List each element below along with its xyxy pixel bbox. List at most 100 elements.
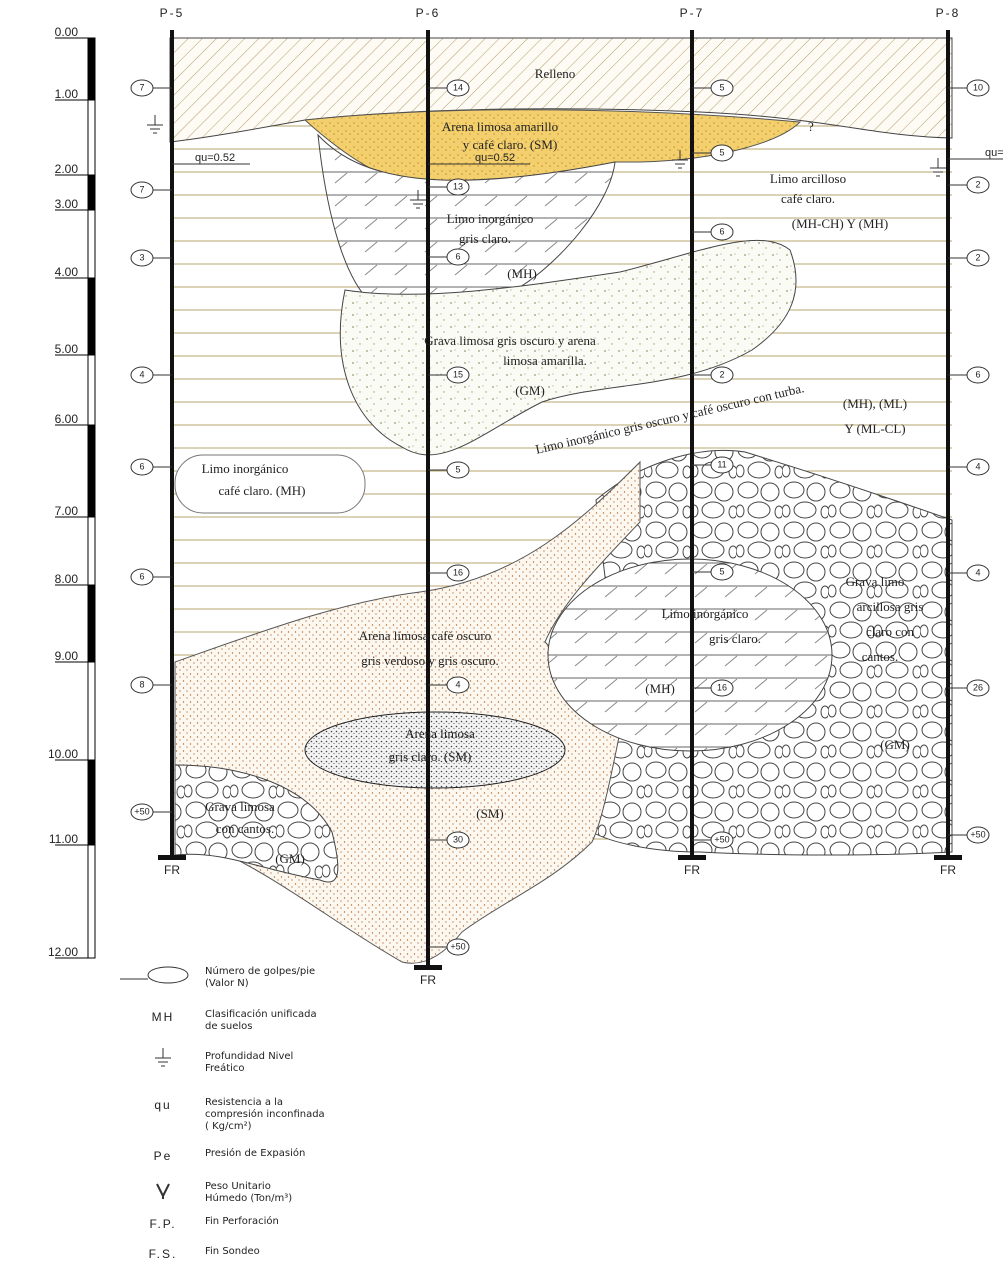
layer-label: (MH-CH) Y (MH) <box>792 216 889 231</box>
limo-cafe <box>174 454 366 514</box>
layer-label: (GM) <box>515 383 545 398</box>
scale-segment <box>88 425 95 517</box>
n-value: 3 <box>139 252 144 262</box>
grava-limosa <box>339 239 797 456</box>
borehole-label: P-5 <box>160 6 185 20</box>
scale-segment <box>88 760 95 845</box>
layer-label: arcillosa gris <box>857 599 924 614</box>
layer-label: Limo inorgánico <box>447 211 534 226</box>
layer-label: gris claro. (SM) <box>389 749 472 764</box>
n-value: 5 <box>455 464 460 474</box>
legend-symbol: Pe <box>154 1149 173 1163</box>
borehole-label: P-6 <box>416 6 441 20</box>
n-value: 8 <box>139 679 144 689</box>
legend-text: compresión inconfinada <box>205 1108 325 1120</box>
legend: Número de golpes/pie(Valor N) MH Clasifica… <box>120 965 325 1261</box>
depth-label: 5.00 <box>55 342 79 356</box>
n-circle <box>710 831 734 849</box>
n-circle <box>710 366 734 384</box>
n-value: 10 <box>973 82 983 92</box>
depth-label: 3.00 <box>55 197 79 211</box>
n-circle <box>446 79 470 97</box>
layer-label: y café claro. (SM) <box>463 137 558 152</box>
n-circle <box>966 826 990 844</box>
layer-label: Grava limosa <box>205 799 275 814</box>
n-value: +50 <box>450 941 465 951</box>
layer-label: (GM) <box>880 737 910 752</box>
legend-text: Fin Sondeo <box>205 1246 260 1257</box>
n-value: 2 <box>975 179 980 189</box>
n-value: 15 <box>453 369 463 379</box>
layer-label: Y (ML-CL) <box>844 421 905 436</box>
borehole-base <box>934 855 962 860</box>
depth-label: 2.00 <box>55 162 79 176</box>
legend-text: Número de golpes/pie <box>205 965 315 977</box>
qu-label: qu=0.52 <box>985 147 1003 159</box>
legend-symbol: F.S. <box>149 1247 178 1261</box>
n-circle <box>966 458 990 476</box>
n-value: 6 <box>719 226 724 236</box>
n-circle <box>966 366 990 384</box>
borehole-base <box>158 855 186 860</box>
layer-label: (MH), (ML) <box>843 396 907 411</box>
legend-text: Profundidad Nivel <box>205 1051 293 1062</box>
n-value: 5 <box>719 147 724 157</box>
depth-label: 0.00 <box>55 25 79 39</box>
n-circle <box>966 679 990 697</box>
question-mark: ? <box>808 119 814 134</box>
borehole-base <box>414 965 442 970</box>
n-circle <box>446 831 470 849</box>
layer-label: limosa amarilla. <box>503 353 587 368</box>
n-circle <box>966 564 990 582</box>
layer-label: con cantos. <box>216 821 274 836</box>
n-circle <box>130 803 154 821</box>
depth-label: 12.00 <box>48 945 78 959</box>
legend-symbol: qu <box>154 1098 171 1112</box>
depth-label: 9.00 <box>55 649 79 663</box>
limo-gris <box>317 133 616 308</box>
legend-text: ( Kg/cm²) <box>205 1121 252 1132</box>
scale-segment <box>88 175 95 210</box>
n-circle <box>130 568 154 586</box>
layer-label: claro con <box>866 624 915 639</box>
n-circle <box>446 178 470 196</box>
n-circle <box>130 676 154 694</box>
depth-label: 6.00 <box>55 412 79 426</box>
n-value: 4 <box>975 461 980 471</box>
n-value: +50 <box>714 834 729 844</box>
n-value: 14 <box>453 82 463 92</box>
layer-label: gris verdoso y gris oscuro. <box>361 653 499 668</box>
strata <box>169 37 953 964</box>
borehole-label: P-7 <box>680 6 705 20</box>
legend-symbol: MH <box>152 1010 175 1024</box>
n-circle <box>966 176 990 194</box>
borehole-end: FR <box>164 863 180 877</box>
scale-segment <box>88 585 95 662</box>
n-value: 16 <box>717 682 727 692</box>
legend-text: Presión de Expasión <box>205 1147 305 1159</box>
legend-text: (Valor N) <box>205 978 249 989</box>
depth-label: 10.00 <box>48 747 78 761</box>
depth-label: 11.00 <box>49 832 78 846</box>
layer-label: Grava limosa gris oscuro y arena <box>424 333 596 348</box>
qu-label: qu=0.52 <box>475 152 515 164</box>
n-circle <box>446 461 470 479</box>
layer-label: Relleno <box>535 66 575 81</box>
legend-text: de suelos <box>205 1021 253 1032</box>
legend-text: Resistencia a la <box>205 1097 283 1108</box>
layer-label: Arena limosa café oscuro <box>359 628 491 643</box>
layer-label: (SM) <box>476 806 503 821</box>
n-value: 6 <box>139 571 144 581</box>
n-value: 30 <box>453 834 463 844</box>
n-value: 6 <box>975 369 980 379</box>
legend-text: Fin Perforación <box>205 1215 279 1227</box>
n-value: 7 <box>139 184 144 194</box>
arena-gris <box>304 711 566 789</box>
layer-label: gris claro. <box>709 631 761 646</box>
relleno <box>169 37 953 143</box>
n-value: 7 <box>139 82 144 92</box>
layer-label: café claro. (MH) <box>219 483 306 498</box>
n-circle <box>710 456 734 474</box>
depth-label: 1.00 <box>55 87 79 101</box>
layer-label: Limo inorgánico <box>202 461 289 476</box>
